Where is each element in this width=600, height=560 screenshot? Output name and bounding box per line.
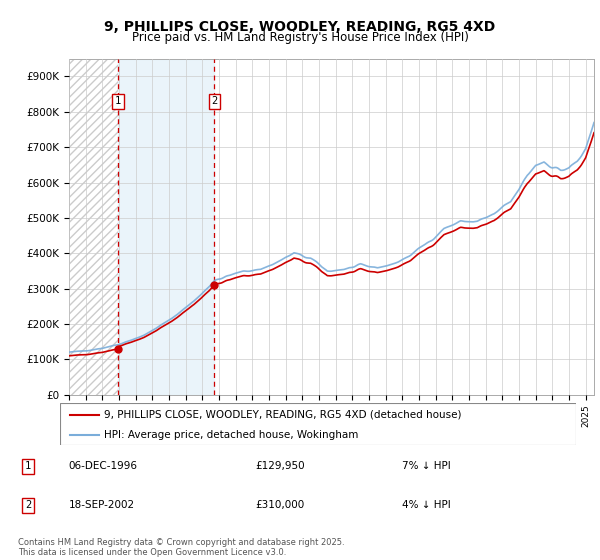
Bar [118,59,214,395]
Text: 1: 1 [115,96,121,106]
Text: £310,000: £310,000 [255,501,304,510]
FancyBboxPatch shape [60,403,576,445]
Text: 9, PHILLIPS CLOSE, WOODLEY, READING, RG5 4XD: 9, PHILLIPS CLOSE, WOODLEY, READING, RG5… [104,20,496,34]
Text: Contains HM Land Registry data © Crown copyright and database right 2025.
This d: Contains HM Land Registry data © Crown c… [18,538,344,557]
Text: 2: 2 [211,96,217,106]
Text: 06-DEC-1996: 06-DEC-1996 [69,461,138,471]
Text: Price paid vs. HM Land Registry's House Price Index (HPI): Price paid vs. HM Land Registry's House … [131,31,469,44]
Text: 18-SEP-2002: 18-SEP-2002 [69,501,135,510]
Text: 1: 1 [25,461,31,471]
Text: £129,950: £129,950 [255,461,305,471]
Text: 2: 2 [25,501,31,510]
Bar [69,59,118,395]
Text: 7% ↓ HPI: 7% ↓ HPI [401,461,450,471]
Text: HPI: Average price, detached house, Wokingham: HPI: Average price, detached house, Woki… [104,430,358,440]
Text: 9, PHILLIPS CLOSE, WOODLEY, READING, RG5 4XD (detached house): 9, PHILLIPS CLOSE, WOODLEY, READING, RG5… [104,410,461,420]
Text: 4% ↓ HPI: 4% ↓ HPI [401,501,450,510]
